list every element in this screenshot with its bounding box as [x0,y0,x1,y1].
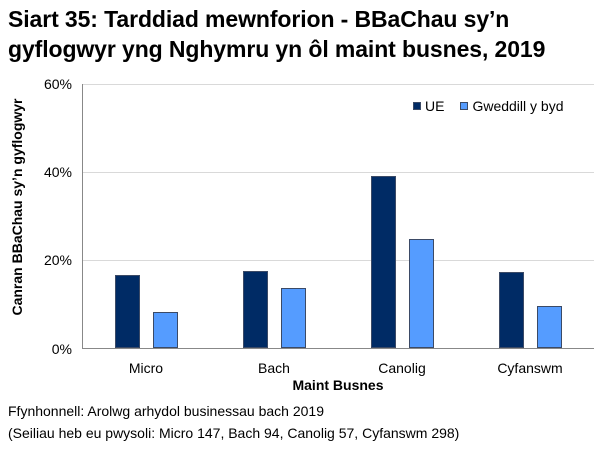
legend: UE Gweddill y byd [413,98,580,114]
x-tick-canolig: Canolig [378,360,426,376]
y-axis-line [82,84,83,349]
y-tick-20: 20% [43,252,72,268]
bar-bach-rest-of-world [281,288,306,348]
y-tick-60: 60% [43,76,72,92]
legend-swatch-ue [413,102,421,110]
bar-micro-rest-of-world [153,312,178,348]
y-tick-40: 40% [43,164,72,180]
gridline-40 [83,172,594,173]
bar-bach-ue [243,271,268,348]
bar-micro-ue [115,275,140,348]
plot-area [82,84,594,349]
y-tick-0: 0% [51,341,72,357]
bases-note: (Seiliau heb eu pwysoli: Micro 147, Bach… [8,425,460,441]
bar-cyfanswm-rest-of-world [537,306,562,348]
gridline-60 [83,84,594,85]
x-tick-micro: Micro [128,360,164,376]
x-axis-line [82,348,594,349]
legend-item-ue: UE [413,98,444,114]
legend-item-rest-of-world: Gweddill y byd [460,98,564,114]
legend-swatch-rest-of-world [460,102,469,110]
legend-label-ue: UE [425,98,445,114]
chart-title: Siart 35: Tarddiad mewnforion - BBaChau … [8,6,546,62]
x-tick-bach: Bach [258,360,290,376]
y-axis-label: Canran BBaChau sy’n gyflogwyr [9,98,25,316]
x-axis-label: Maint Busnes [292,377,384,393]
legend-label-rest-of-world: Gweddill y byd [472,98,564,114]
gridline-20 [83,260,594,261]
x-tick-cyfanswm: Cyfanswm [497,360,563,376]
bar-canolig-ue [371,176,396,348]
source-note: Ffynhonnell: Arolwg arhydol businessau b… [8,403,324,419]
bar-canolig-rest-of-world [409,239,434,348]
bar-cyfanswm-ue [499,272,524,348]
